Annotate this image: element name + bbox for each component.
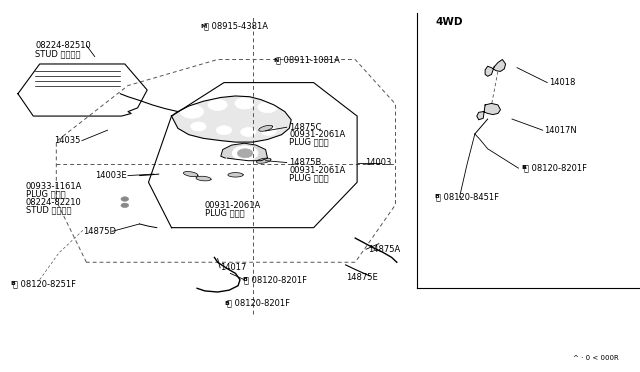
Circle shape: [246, 41, 259, 48]
Text: 14003: 14003: [365, 158, 391, 167]
Circle shape: [191, 122, 206, 131]
Polygon shape: [485, 60, 506, 76]
Text: B: B: [242, 277, 247, 282]
Text: 14875D: 14875D: [83, 227, 116, 236]
Text: 14875B: 14875B: [289, 158, 322, 167]
Circle shape: [150, 224, 163, 231]
Polygon shape: [184, 171, 198, 177]
Text: 14875A: 14875A: [368, 245, 400, 254]
Text: PLUG プラグ: PLUG プラグ: [289, 138, 329, 147]
Circle shape: [511, 164, 526, 173]
Circle shape: [59, 88, 69, 94]
Text: Ⓑ 08120-8251F: Ⓑ 08120-8251F: [13, 279, 76, 288]
Text: 14017: 14017: [220, 263, 246, 272]
Circle shape: [266, 64, 277, 70]
Text: M: M: [200, 23, 207, 29]
Text: 08224-82210: 08224-82210: [26, 198, 81, 207]
Circle shape: [5, 279, 20, 288]
Text: 00931-2061A: 00931-2061A: [205, 201, 261, 210]
Polygon shape: [221, 143, 268, 161]
Circle shape: [43, 88, 53, 94]
Text: PLUG プラグ: PLUG プラグ: [26, 190, 65, 199]
Text: B: B: [521, 165, 526, 170]
Text: Ⓑ 08120-8201F: Ⓑ 08120-8201F: [227, 299, 290, 308]
Text: B: B: [10, 281, 15, 286]
Circle shape: [258, 102, 277, 113]
Polygon shape: [18, 64, 147, 116]
Circle shape: [261, 126, 276, 135]
Text: 08224-82510: 08224-82510: [35, 41, 91, 50]
Circle shape: [452, 193, 467, 202]
Circle shape: [96, 88, 106, 94]
Polygon shape: [477, 103, 500, 120]
Text: 14875E: 14875E: [346, 273, 378, 282]
Circle shape: [121, 203, 129, 208]
Polygon shape: [257, 158, 271, 163]
Text: 00931-2061A: 00931-2061A: [289, 130, 346, 139]
Circle shape: [235, 98, 254, 109]
Circle shape: [216, 126, 232, 135]
Circle shape: [180, 105, 204, 118]
Polygon shape: [196, 176, 211, 181]
Text: Ⓑ 08120-8201F: Ⓑ 08120-8201F: [244, 275, 307, 284]
Circle shape: [121, 197, 129, 201]
Text: 00931-2061A: 00931-2061A: [289, 166, 346, 174]
Circle shape: [33, 276, 46, 283]
Text: STUD スタッド: STUD スタッド: [26, 205, 71, 214]
Text: PLUG プラグ: PLUG プラグ: [289, 173, 329, 182]
Text: Ⓝ 08911-1081A: Ⓝ 08911-1081A: [276, 56, 340, 65]
Circle shape: [237, 275, 252, 284]
Text: 00933-1161A: 00933-1161A: [26, 182, 82, 191]
Text: 4WD: 4WD: [435, 17, 463, 27]
Text: B: B: [225, 301, 230, 306]
Circle shape: [364, 273, 376, 279]
Circle shape: [516, 163, 531, 172]
Circle shape: [208, 99, 227, 110]
Circle shape: [237, 149, 253, 158]
Circle shape: [191, 285, 204, 292]
Polygon shape: [259, 125, 273, 131]
Circle shape: [196, 22, 211, 31]
Polygon shape: [172, 96, 291, 142]
Circle shape: [78, 88, 88, 94]
Circle shape: [349, 235, 361, 241]
Text: Ⓑ 08120-8451F: Ⓑ 08120-8451F: [436, 192, 499, 201]
Circle shape: [429, 192, 444, 201]
Circle shape: [232, 146, 258, 161]
Polygon shape: [228, 173, 243, 177]
Text: N: N: [274, 58, 279, 63]
Text: 14017N: 14017N: [544, 126, 577, 135]
Circle shape: [483, 116, 493, 122]
Circle shape: [208, 254, 221, 261]
Circle shape: [269, 56, 284, 65]
Text: PLUG プラグ: PLUG プラグ: [205, 208, 244, 217]
Text: ^ · 0 < 000R: ^ · 0 < 000R: [573, 355, 618, 361]
Text: Ⓜ 08915-4381A: Ⓜ 08915-4381A: [204, 22, 268, 31]
Circle shape: [220, 299, 235, 308]
Circle shape: [154, 171, 164, 177]
Text: 14875C: 14875C: [289, 123, 322, 132]
Text: 14003E: 14003E: [95, 171, 126, 180]
Text: B: B: [434, 194, 439, 199]
Circle shape: [241, 128, 256, 137]
Text: 14018: 14018: [549, 78, 575, 87]
Text: 14035: 14035: [54, 136, 81, 145]
Circle shape: [391, 259, 403, 266]
Circle shape: [232, 282, 244, 289]
Text: Ⓑ 08120-8201F: Ⓑ 08120-8201F: [524, 163, 586, 172]
Text: STUD スタッド: STUD スタッド: [35, 49, 81, 58]
